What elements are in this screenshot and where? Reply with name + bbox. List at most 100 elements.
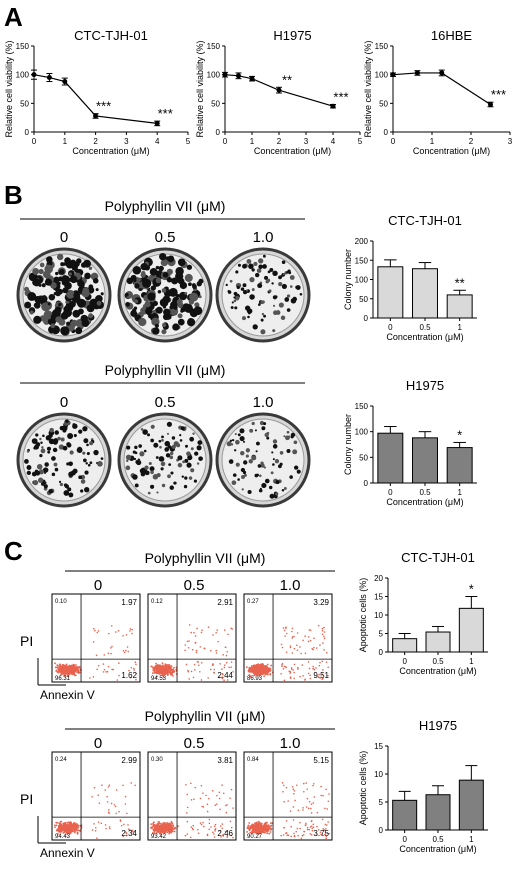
flow-event — [96, 631, 99, 634]
colony — [140, 471, 146, 477]
flow-event — [269, 822, 272, 825]
quadrant-ur-value: 2.99 — [121, 756, 137, 765]
flow-event — [152, 829, 155, 831]
flow-event — [230, 788, 233, 791]
flow-event — [57, 827, 60, 830]
flow-event — [61, 825, 63, 827]
colony — [44, 462, 49, 467]
colony — [263, 422, 267, 426]
colony — [225, 283, 228, 287]
flow-event — [167, 664, 170, 666]
flow-event — [195, 649, 198, 652]
flow-event — [96, 668, 98, 671]
colony — [48, 438, 55, 445]
quadrant-lr-value: 1.62 — [121, 671, 137, 680]
flow-event — [322, 828, 324, 830]
chart-title: CTC-TJH-01 — [74, 28, 148, 43]
colony — [142, 278, 152, 288]
y-tick-label: 100 — [355, 428, 369, 437]
colony — [187, 457, 191, 461]
x-tick-label: 3 — [508, 137, 513, 146]
flow-event — [155, 829, 158, 832]
flow-event — [77, 829, 80, 832]
flow-event — [322, 794, 324, 797]
colony — [125, 465, 131, 471]
flow-event — [157, 664, 160, 667]
flow-event — [170, 830, 173, 832]
x-tick-label: 1 — [469, 657, 474, 666]
flow-event — [190, 799, 193, 801]
flow-event — [211, 790, 214, 792]
colony — [164, 447, 169, 452]
flow-event — [254, 829, 257, 831]
flow-event — [264, 827, 267, 829]
flow-event — [160, 828, 163, 831]
flow-event — [65, 665, 68, 668]
data-point — [236, 73, 241, 79]
colony — [67, 487, 72, 492]
flow-event — [304, 679, 306, 681]
flow-event — [299, 827, 301, 830]
data-point — [46, 75, 52, 81]
flow-event — [223, 664, 226, 666]
flow-event — [292, 788, 295, 791]
colony — [151, 317, 160, 326]
flow-event — [229, 797, 231, 799]
colony — [87, 463, 91, 467]
flow-event — [295, 784, 298, 787]
colony — [75, 327, 83, 335]
colony — [290, 432, 296, 438]
flow-event — [256, 832, 259, 834]
flow-event — [186, 833, 189, 835]
quadrant-lr-value: 2.46 — [217, 829, 233, 838]
flow-event — [168, 832, 171, 835]
colony — [59, 482, 64, 487]
flow-event — [317, 828, 320, 831]
colony — [150, 438, 154, 443]
flow-event — [130, 666, 133, 669]
colony — [193, 479, 198, 483]
flow-event — [128, 669, 130, 672]
quadrant-ul-value: 0.27 — [247, 599, 259, 605]
colony — [275, 492, 279, 496]
flow-event — [74, 830, 76, 833]
quadrant-ll-value: 96.31 — [55, 676, 71, 682]
colony — [26, 465, 32, 470]
flow-event — [250, 832, 253, 835]
colony — [50, 323, 56, 329]
colony — [272, 270, 278, 277]
flow-event — [124, 803, 127, 805]
flow-event — [226, 830, 229, 832]
flow-event — [270, 825, 272, 828]
flow-event — [195, 651, 198, 654]
flow-event — [167, 822, 169, 825]
colony — [162, 322, 167, 328]
colony-plate — [117, 247, 213, 343]
flow-event — [322, 669, 324, 671]
flow-event — [186, 806, 189, 809]
colony — [132, 265, 142, 275]
panel-label-b: B — [4, 180, 23, 210]
flow-event — [72, 664, 75, 667]
flow-event — [171, 826, 173, 829]
colony — [198, 456, 203, 461]
flow-event — [225, 654, 228, 657]
colony — [147, 433, 151, 437]
colony — [43, 310, 53, 320]
flow-event — [192, 676, 195, 679]
flow-event — [312, 802, 315, 804]
flow-event — [313, 646, 315, 649]
flow-event — [286, 834, 289, 836]
flow-event — [309, 677, 312, 680]
colony — [184, 273, 193, 282]
colony — [189, 292, 199, 302]
colony — [68, 461, 73, 467]
flow-event — [61, 668, 64, 671]
colony — [247, 489, 252, 495]
flow-event — [245, 666, 248, 669]
flow-event — [66, 670, 69, 672]
colony — [47, 302, 51, 306]
flow-event — [133, 669, 135, 671]
colony — [259, 420, 265, 426]
colony — [175, 272, 184, 281]
